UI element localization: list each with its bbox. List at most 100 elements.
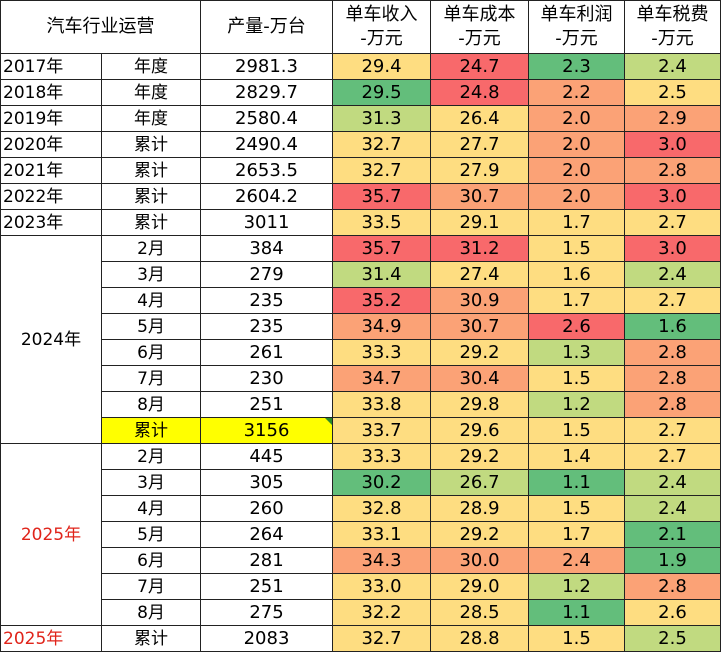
cell-period[interactable]: 5月 <box>101 313 201 340</box>
cell-cost[interactable]: 29.0 <box>430 573 529 600</box>
cell-period[interactable]: 4月 <box>101 495 201 522</box>
cell-cost[interactable]: 29.2 <box>430 521 529 548</box>
cell-tax[interactable]: 1.9 <box>624 547 721 574</box>
cell-tax[interactable]: 2.1 <box>624 521 721 548</box>
cell-period[interactable]: 年度 <box>101 53 201 80</box>
cell-period[interactable]: 年度 <box>101 105 201 132</box>
cell-production[interactable]: 264 <box>200 521 333 548</box>
cell-period[interactable]: 2月 <box>101 443 201 470</box>
cell-production[interactable]: 2490.4 <box>200 131 333 158</box>
cell-revenue[interactable]: 32.8 <box>332 495 431 522</box>
cell-cost[interactable]: 30.9 <box>430 287 529 314</box>
cell-period[interactable]: 6月 <box>101 339 201 366</box>
cell-period[interactable]: 累计 <box>101 183 201 210</box>
cell-production[interactable]: 3011 <box>200 209 333 236</box>
cell-cost[interactable]: 28.9 <box>430 495 529 522</box>
cell-year[interactable]: 2021年 <box>0 157 102 184</box>
cell-period[interactable]: 累计 <box>101 625 201 652</box>
cell-production[interactable]: 2580.4 <box>200 105 333 132</box>
cell-cost[interactable]: 27.4 <box>430 261 529 288</box>
cell-production[interactable]: 2829.7 <box>200 79 333 106</box>
cell-revenue[interactable]: 31.3 <box>332 105 431 132</box>
cell-tax[interactable]: 2.8 <box>624 391 721 418</box>
cell-profit[interactable]: 1.7 <box>528 521 625 548</box>
cell-profit[interactable]: 2.0 <box>528 183 625 210</box>
cell-revenue[interactable]: 35.7 <box>332 235 431 262</box>
cell-cost[interactable]: 30.0 <box>430 547 529 574</box>
cell-revenue[interactable]: 33.5 <box>332 209 431 236</box>
cell-revenue[interactable]: 35.7 <box>332 183 431 210</box>
cell-tax[interactable]: 2.7 <box>624 209 721 236</box>
cell-production[interactable]: 2083 <box>200 625 333 652</box>
cell-tax[interactable]: 3.0 <box>624 183 721 210</box>
cell-profit[interactable]: 1.5 <box>528 417 625 444</box>
cell-year[interactable]: 2025年 <box>0 625 102 652</box>
cell-cost[interactable]: 27.9 <box>430 157 529 184</box>
cell-production[interactable]: 2604.2 <box>200 183 333 210</box>
cell-cost[interactable]: 28.5 <box>430 599 529 626</box>
cell-year-2025[interactable]: 2025年 <box>0 443 102 626</box>
cell-tax[interactable]: 1.6 <box>624 313 721 340</box>
cell-cost[interactable]: 26.7 <box>430 469 529 496</box>
cell-period[interactable]: 8月 <box>101 599 201 626</box>
cell-revenue[interactable]: 33.0 <box>332 573 431 600</box>
cell-profit[interactable]: 1.7 <box>528 209 625 236</box>
cell-cost[interactable]: 29.2 <box>430 443 529 470</box>
cell-production[interactable]: 235 <box>200 313 333 340</box>
cell-cost[interactable]: 30.7 <box>430 183 529 210</box>
cell-revenue[interactable]: 32.7 <box>332 157 431 184</box>
cell-production[interactable]: 279 <box>200 261 333 288</box>
cell-cost[interactable]: 26.4 <box>430 105 529 132</box>
cell-year[interactable]: 2022年 <box>0 183 102 210</box>
cell-production[interactable]: 384 <box>200 235 333 262</box>
header-tax-per-vehicle[interactable]: 单车税费 -万元 <box>624 0 721 54</box>
cell-profit[interactable]: 1.1 <box>528 599 625 626</box>
cell-production[interactable]: 445 <box>200 443 333 470</box>
cell-revenue[interactable]: 29.5 <box>332 79 431 106</box>
header-cost-per-vehicle[interactable]: 单车成本 -万元 <box>430 0 529 54</box>
cell-tax[interactable]: 2.7 <box>624 417 721 444</box>
cell-tax[interactable]: 2.8 <box>624 339 721 366</box>
cell-profit[interactable]: 2.0 <box>528 157 625 184</box>
cell-period[interactable]: 7月 <box>101 573 201 600</box>
cell-production[interactable]: 2981.3 <box>200 53 333 80</box>
header-revenue-per-vehicle[interactable]: 单车收入 -万元 <box>332 0 431 54</box>
cell-period[interactable]: 5月 <box>101 521 201 548</box>
cell-cost[interactable]: 24.8 <box>430 79 529 106</box>
cell-profit[interactable]: 2.0 <box>528 131 625 158</box>
cell-revenue[interactable]: 33.3 <box>332 339 431 366</box>
cell-period[interactable]: 年度 <box>101 79 201 106</box>
cell-cost[interactable]: 30.7 <box>430 313 529 340</box>
cell-cost[interactable]: 31.2 <box>430 235 529 262</box>
cell-year[interactable]: 2019年 <box>0 105 102 132</box>
cell-tax[interactable]: 2.7 <box>624 443 721 470</box>
cell-period[interactable]: 4月 <box>101 287 201 314</box>
cell-profit[interactable]: 1.3 <box>528 339 625 366</box>
cell-production[interactable]: 275 <box>200 599 333 626</box>
header-profit-per-vehicle[interactable]: 单车利润 -万元 <box>528 0 625 54</box>
cell-tax[interactable]: 2.4 <box>624 495 721 522</box>
cell-revenue[interactable]: 35.2 <box>332 287 431 314</box>
cell-profit[interactable]: 1.2 <box>528 573 625 600</box>
cell-tax[interactable]: 2.6 <box>624 599 721 626</box>
cell-period[interactable]: 3月 <box>101 261 201 288</box>
cell-tax[interactable]: 3.0 <box>624 131 721 158</box>
cell-profit[interactable]: 1.6 <box>528 261 625 288</box>
cell-tax[interactable]: 3.0 <box>624 235 721 262</box>
cell-cost[interactable]: 27.7 <box>430 131 529 158</box>
cell-cost[interactable]: 28.8 <box>430 625 529 652</box>
cell-year-2024[interactable]: 2024年 <box>0 235 102 444</box>
cell-tax[interactable]: 2.5 <box>624 79 721 106</box>
cell-cost[interactable]: 30.4 <box>430 365 529 392</box>
cell-revenue[interactable]: 30.2 <box>332 469 431 496</box>
cell-profit[interactable]: 2.4 <box>528 547 625 574</box>
cell-profit[interactable]: 1.1 <box>528 469 625 496</box>
cell-tax[interactable]: 2.8 <box>624 573 721 600</box>
cell-profit[interactable]: 1.5 <box>528 495 625 522</box>
header-industry-ops[interactable]: 汽车行业运营 <box>0 0 201 54</box>
cell-profit[interactable]: 1.2 <box>528 391 625 418</box>
cell-period[interactable]: 6月 <box>101 547 201 574</box>
cell-tax[interactable]: 2.8 <box>624 157 721 184</box>
cell-period[interactable]: 累计 <box>101 417 201 444</box>
cell-profit[interactable]: 1.5 <box>528 235 625 262</box>
